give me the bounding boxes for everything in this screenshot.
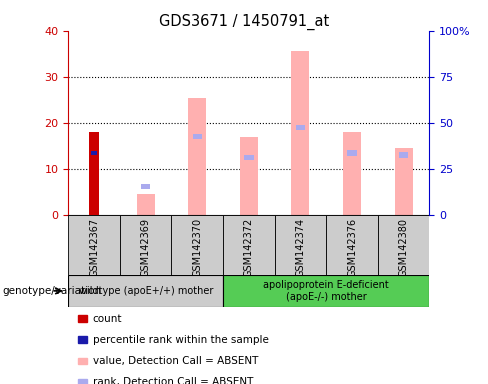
Bar xyxy=(296,125,305,130)
Text: apolipoprotein E-deficient
(apoE-/-) mother: apolipoprotein E-deficient (apoE-/-) mot… xyxy=(264,280,389,302)
Text: GSM142367: GSM142367 xyxy=(89,218,99,277)
Text: GSM142370: GSM142370 xyxy=(192,218,203,277)
Bar xyxy=(343,132,361,215)
Bar xyxy=(120,215,171,275)
Bar xyxy=(188,98,206,215)
Bar xyxy=(291,51,309,215)
Text: GSM142372: GSM142372 xyxy=(244,218,254,277)
Text: GSM142380: GSM142380 xyxy=(399,218,408,277)
Text: GSM142369: GSM142369 xyxy=(141,218,151,277)
Bar xyxy=(275,215,326,275)
Text: GSM142374: GSM142374 xyxy=(295,218,305,277)
Text: wildtype (apoE+/+) mother: wildtype (apoE+/+) mother xyxy=(79,286,213,296)
Bar xyxy=(68,215,120,275)
Bar xyxy=(137,194,155,215)
Text: percentile rank within the sample: percentile rank within the sample xyxy=(93,335,268,345)
Bar xyxy=(399,152,408,158)
Bar xyxy=(347,150,357,156)
Text: value, Detection Call = ABSENT: value, Detection Call = ABSENT xyxy=(93,356,258,366)
Bar xyxy=(193,134,202,139)
Text: rank, Detection Call = ABSENT: rank, Detection Call = ABSENT xyxy=(93,377,253,384)
Text: genotype/variation: genotype/variation xyxy=(2,286,102,296)
Bar xyxy=(223,215,275,275)
Bar xyxy=(244,155,254,160)
Text: GDS3671 / 1450791_at: GDS3671 / 1450791_at xyxy=(159,13,329,30)
Bar xyxy=(91,151,98,155)
Bar xyxy=(171,215,223,275)
Bar xyxy=(223,275,429,307)
Text: GSM142376: GSM142376 xyxy=(347,218,357,277)
Bar xyxy=(395,148,413,215)
Bar xyxy=(68,275,223,307)
Bar xyxy=(378,215,429,275)
Bar xyxy=(240,137,258,215)
Bar xyxy=(141,184,150,189)
Bar xyxy=(326,215,378,275)
Text: count: count xyxy=(93,314,122,324)
Bar xyxy=(89,132,99,215)
